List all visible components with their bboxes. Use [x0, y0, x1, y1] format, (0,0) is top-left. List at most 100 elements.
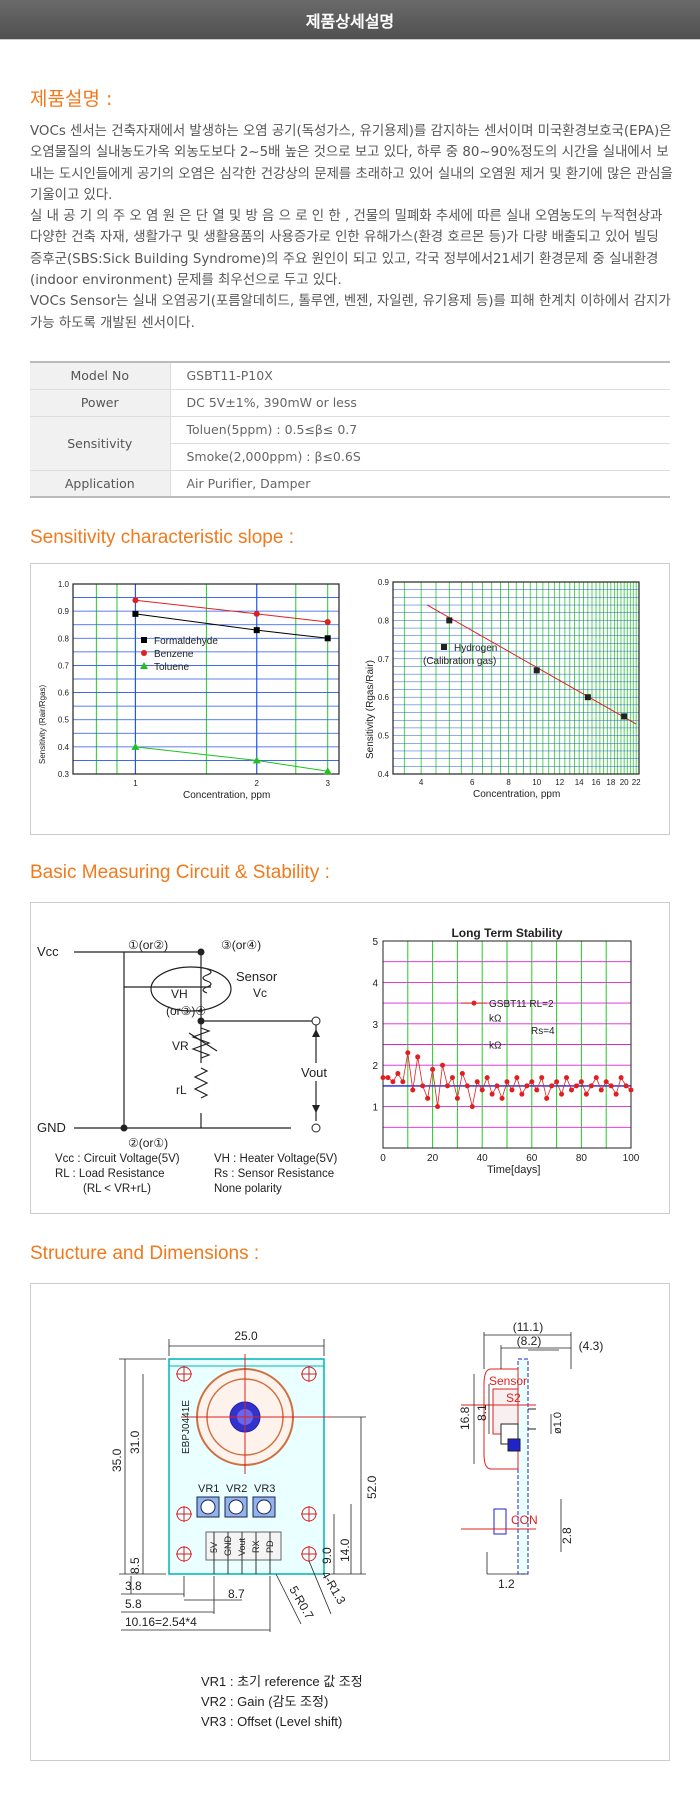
legend-label: Toluene — [154, 662, 189, 673]
y-tick-label: 5 — [372, 937, 378, 948]
data-point — [623, 1083, 629, 1089]
power-value: DC 5V±1%, 390mW or less — [170, 389, 670, 417]
data-point — [459, 1070, 465, 1076]
dims-note-1: VR1 : 초기 reference 값 조정 — [201, 1674, 363, 1689]
x-tick-label: 60 — [526, 1153, 538, 1164]
x-tick-label: 22 — [632, 778, 641, 787]
legend-sub-label: (Calibration gas) — [423, 656, 496, 667]
data-point — [385, 1075, 391, 1081]
circuit-legend-2: VH : Heater Voltage(5V) — [214, 1153, 338, 1165]
data-point — [533, 667, 540, 674]
data-point — [489, 1091, 495, 1097]
data-point — [395, 1070, 401, 1076]
gnd-label: GND — [37, 1120, 66, 1135]
y-tick-label: 0.8 — [58, 634, 70, 643]
x-tick-label: 12 — [555, 778, 564, 787]
y-tick-label: 0.9 — [378, 578, 390, 587]
hydrogen-chart: 0.4 0.5 0.6 0.7 0.8 0.9 4 6 8 10 12 14 16 18 20 22 Conce… — [365, 578, 641, 800]
side-sensor-label: Sensor — [489, 1374, 527, 1388]
data-point — [529, 1079, 535, 1085]
x-axis-label: Time[days] — [487, 1164, 540, 1176]
pin-label-vout: Vout — [237, 1537, 247, 1556]
long-term-stability-chart: Long Term Stability 1 2 3 4 5 0 20 40 60 80 100 Time… — [372, 926, 640, 1176]
legend-label: GSBT11 RL=2 — [489, 999, 554, 1010]
dim-5-r0-7: 5-R0.7 — [286, 1584, 316, 1622]
data-point — [613, 1091, 619, 1097]
x-tick-label: 1 — [133, 779, 138, 788]
data-point — [539, 1075, 545, 1081]
y-tick-label: 2 — [372, 1061, 378, 1072]
legend-marker — [140, 662, 148, 669]
vr2-label: VR2 — [226, 1483, 247, 1495]
data-point — [474, 1079, 480, 1085]
legend-label: kΩ — [489, 1041, 502, 1052]
data-point — [430, 1066, 436, 1072]
y-tick-label: 3 — [372, 1020, 378, 1031]
intro-title: 제품설명 : — [30, 88, 113, 110]
chart-title: Long Term Stability — [451, 926, 562, 940]
data-point — [454, 1095, 460, 1101]
model-value: GSBT11-P10X — [170, 361, 670, 390]
data-point — [415, 1054, 421, 1060]
circuit-legend-1: Vcc : Circuit Voltage(5V) — [55, 1153, 180, 1165]
circuit-legend-5: (RL < VR+rL) — [83, 1183, 151, 1195]
dim-10-16: 10.16=2.54*4 — [125, 1615, 197, 1629]
y-tick-label: 0.7 — [58, 661, 70, 670]
dim-52: 52.0 — [365, 1475, 379, 1499]
y-tick-label: 0.9 — [58, 607, 70, 616]
data-point — [425, 1095, 431, 1101]
plot-frame — [392, 581, 640, 775]
data-point — [593, 1075, 599, 1081]
dims-note-2: VR2 : Gain (감도 조정) — [201, 1694, 328, 1709]
pin-label-pd: PD — [265, 1540, 275, 1553]
side-dim-8-2: (8.2) — [517, 1334, 542, 1348]
dimension-drawing: EBPJ0441E VR1 VR2 VR3 5V GND Vout RX PD — [110, 1320, 604, 1729]
y-tick-label: 1 — [372, 1103, 378, 1114]
data-point — [578, 1079, 584, 1085]
legend-label: Rs=4 — [531, 1026, 555, 1037]
application-label: Application — [30, 470, 171, 498]
vr-label: VR — [172, 1039, 189, 1053]
data-point — [435, 1104, 441, 1110]
legend-marker — [141, 650, 147, 656]
application-value: Air Purifier, Damper — [170, 470, 670, 498]
data-point — [132, 597, 139, 604]
data-point — [324, 619, 331, 625]
x-tick-label: 20 — [620, 778, 629, 787]
x-tick-label: 4 — [419, 778, 424, 787]
y-tick-label: 0.5 — [378, 732, 390, 741]
y-axis-label: Sensitivity (Rgas/Rair) — [365, 660, 376, 759]
vcc-label: Vcc — [37, 944, 59, 959]
data-point — [573, 1083, 579, 1089]
page-title: 제품상세설명 — [305, 11, 395, 31]
table-row: Sensitivity Toluen(5ppm) : 0.5≤β≤ 0.7 — [30, 416, 670, 471]
side-dim-11-1: (11.1) — [513, 1320, 543, 1334]
page-header: 제품상세설명 — [0, 0, 700, 40]
data-point — [131, 742, 140, 750]
vh-label: VH — [171, 987, 188, 1001]
y-tick-label: 1.0 — [58, 580, 70, 589]
legend-label: Hydrogen — [454, 643, 497, 654]
pin-label-gnd: GND — [223, 1536, 233, 1557]
data-point — [440, 1062, 446, 1068]
x-tick-label: 8 — [506, 778, 511, 787]
side-dim-8-1: 8.1 — [475, 1404, 489, 1421]
x-tick-label: 6 — [470, 778, 475, 787]
data-point — [446, 617, 453, 624]
data-point — [554, 1079, 560, 1085]
x-tick-label: 100 — [623, 1153, 640, 1164]
data-point — [559, 1091, 565, 1097]
data-point — [420, 1083, 426, 1089]
data-point — [598, 1087, 604, 1093]
slope-section-title: Sensitivity characteristic slope : — [30, 527, 294, 548]
circuit-box: Vcc GND ①(or②) ③(or④) (or③)④ ②(or①) VH S… — [30, 902, 670, 1214]
y-tick-label: 0.4 — [378, 770, 390, 779]
series-line — [135, 613, 328, 639]
pin34-label: (or③)④ — [166, 1004, 206, 1018]
data-point — [253, 610, 260, 617]
data-point — [253, 627, 260, 634]
data-point — [132, 610, 139, 617]
part-number: EBPJ0441E — [181, 1400, 192, 1454]
data-point — [603, 1079, 609, 1085]
side-dim-4-3: (4.3) — [579, 1339, 604, 1353]
